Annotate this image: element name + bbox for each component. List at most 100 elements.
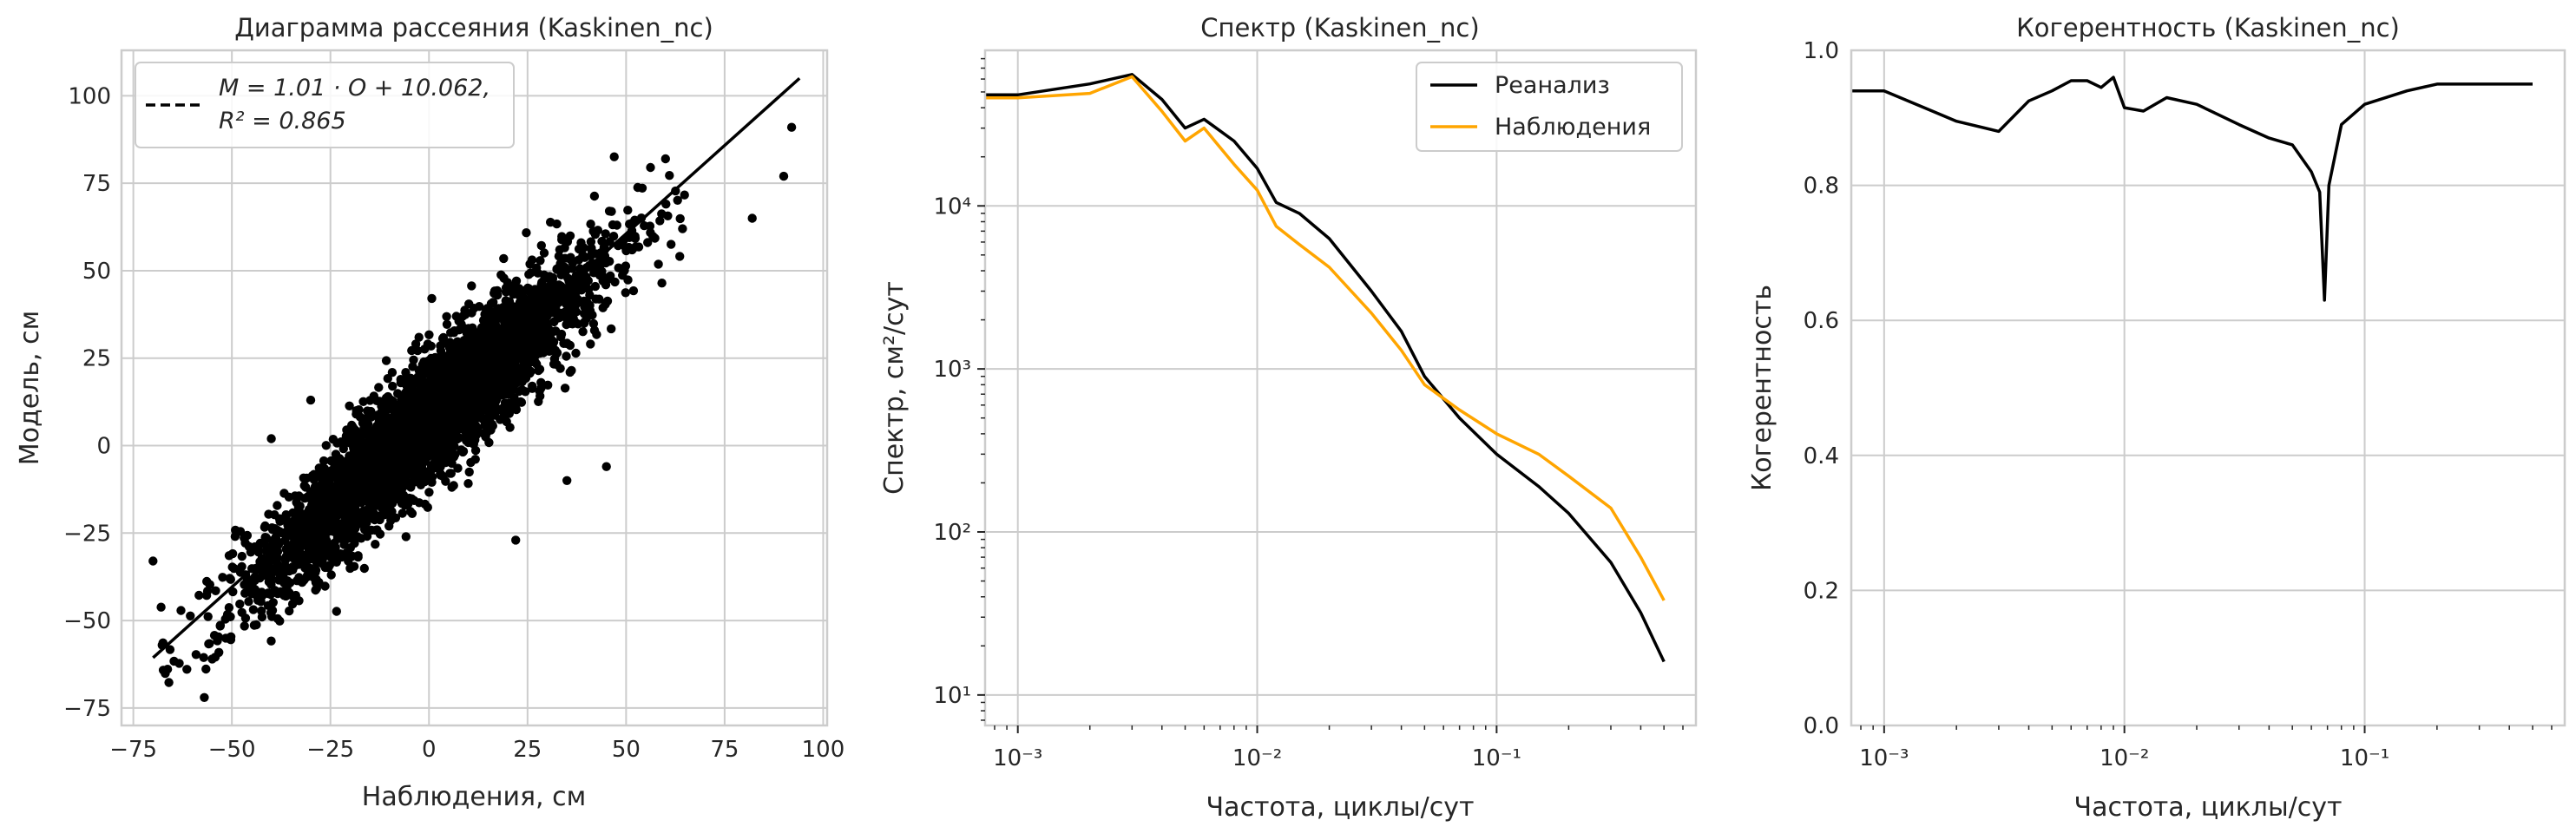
spectrum-x-tick-label: 10⁻¹: [1472, 745, 1521, 771]
scatter-point: [357, 534, 366, 543]
coherence-lines: [1851, 75, 2533, 302]
scatter-point: [445, 446, 455, 456]
coherence-y-tick-label: 0.8: [1804, 174, 1839, 200]
scatter-point: [266, 578, 276, 587]
scatter-point: [182, 665, 192, 674]
scatter-panel: −75 −50 −25 0 25 50 75 100 −75−50−250255075100 …: [15, 13, 844, 812]
scatter-point: [428, 462, 437, 472]
scatter-y-tick-label: −50: [63, 608, 111, 634]
scatter-point: [509, 404, 518, 413]
regression-line-group: [152, 76, 801, 660]
scatter-point: [517, 312, 527, 322]
scatter-point: [576, 238, 586, 247]
scatter-point: [586, 339, 595, 349]
scatter-point: [253, 592, 262, 601]
scatter-point: [235, 527, 246, 536]
scatter-point: [378, 430, 389, 441]
scatter-point: [458, 341, 469, 351]
scatter-point: [585, 306, 595, 316]
scatter-point: [529, 333, 540, 343]
scatter-point: [383, 495, 392, 504]
scatter-y-ticks: −75 −50 −25 0 25 50 75 100: [63, 83, 111, 721]
scatter-point: [490, 391, 500, 401]
scatter-point: [327, 541, 337, 551]
scatter-point: [273, 501, 282, 510]
scatter-point: [202, 587, 213, 596]
scatter-point: [449, 481, 458, 490]
scatter-point: [573, 295, 582, 305]
coherence-y-label: Когерентность: [1747, 285, 1778, 491]
scatter-point: [260, 521, 270, 531]
scatter-point: [411, 404, 422, 414]
scatter-point: [450, 413, 460, 423]
scatter-point: [301, 550, 311, 560]
scatter-point: [463, 413, 474, 423]
scatter-point: [539, 292, 549, 302]
scatter-point: [464, 467, 474, 477]
scatter-point: [673, 195, 682, 205]
scatter-point: [539, 248, 549, 258]
scatter-point: [587, 243, 596, 253]
scatter-x-tick-label: −50: [208, 737, 256, 763]
scatter-point: [379, 510, 390, 520]
scatter-point: [562, 351, 571, 361]
scatter-point: [407, 378, 417, 389]
scatter-point: [345, 531, 354, 541]
scatter-point: [423, 381, 433, 390]
scatter-point: [201, 664, 211, 674]
scatter-point: [424, 341, 433, 351]
scatter-point: [294, 532, 304, 541]
scatter-point: [608, 220, 618, 230]
scatter-point: [614, 263, 623, 272]
scatter-point: [667, 240, 676, 249]
scatter-legend: M = 1.01 · O + 10.062, R² = 0.865: [135, 62, 515, 148]
scatter-point: [555, 364, 565, 373]
scatter-point: [455, 314, 464, 324]
scatter-point: [445, 365, 455, 375]
scatter-point: [442, 319, 452, 329]
scatter-point: [464, 299, 474, 309]
scatter-point: [372, 525, 382, 535]
scatter-point: [224, 603, 234, 613]
spectrum-legend: Реанализ Наблюдения: [1416, 62, 1683, 152]
scatter-point: [541, 283, 550, 292]
scatter-point: [557, 232, 567, 241]
scatter-point: [595, 294, 604, 304]
scatter-point: [417, 446, 426, 456]
scatter-point: [345, 486, 355, 495]
scatter-point: [304, 493, 313, 502]
scatter-point: [319, 456, 329, 466]
scatter-point: [240, 538, 250, 548]
scatter-point: [657, 279, 667, 288]
scatter-point: [194, 590, 204, 600]
scatter-point: [496, 270, 506, 279]
scatter-point: [445, 347, 456, 357]
scatter-point: [529, 341, 539, 351]
spectrum-legend-reanalysis: Реанализ: [1495, 72, 1610, 99]
scatter-point: [525, 259, 535, 269]
scatter-point: [592, 330, 601, 339]
scatter-point: [424, 470, 434, 480]
scatter-point: [416, 480, 426, 489]
scatter-point: [266, 636, 276, 646]
scatter-legend-box: [135, 62, 515, 148]
coherence-y-tick-label: 0.0: [1804, 713, 1839, 739]
scatter-point: [383, 374, 392, 384]
scatter-point: [526, 366, 536, 377]
scatter-point: [779, 171, 789, 181]
scatter-point: [588, 318, 599, 329]
scatter-point: [332, 607, 341, 616]
scatter-point: [364, 476, 374, 487]
scatter-point: [326, 570, 336, 580]
scatter-point: [381, 356, 391, 365]
spectrum-y-tick-label: 10³: [933, 357, 971, 383]
scatter-title: Диаграмма рассеяния (Kaskinen_nc): [234, 13, 713, 43]
scatter-point: [477, 404, 487, 413]
scatter-x-tick-label: 50: [612, 737, 641, 763]
spectrum-axes-frame: [983, 49, 1698, 727]
scatter-x-tick-label: 100: [802, 737, 845, 763]
spectrum-title: Спектр (Kaskinen_nc): [1200, 13, 1479, 43]
scatter-point: [534, 325, 543, 334]
scatter-point: [562, 266, 571, 276]
